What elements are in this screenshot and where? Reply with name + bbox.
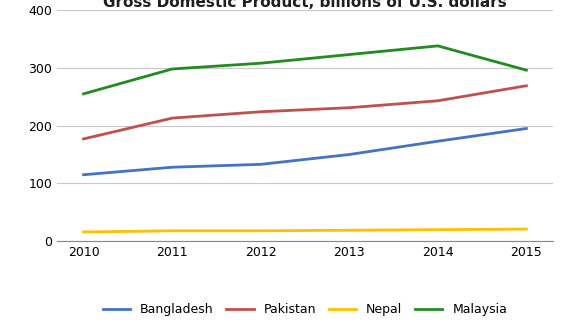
Legend: Bangladesh, Pakistan, Nepal, Malaysia: Bangladesh, Pakistan, Nepal, Malaysia xyxy=(97,298,512,321)
Bangladesh xyxy=(434,139,441,143)
Bangladesh xyxy=(346,152,353,156)
Malaysia xyxy=(346,53,353,57)
Line: Pakistan: Pakistan xyxy=(84,86,526,139)
Malaysia xyxy=(257,61,264,65)
Malaysia xyxy=(169,67,176,71)
Bangladesh xyxy=(523,127,530,131)
Line: Bangladesh: Bangladesh xyxy=(84,129,526,175)
Nepal xyxy=(169,229,176,233)
Bangladesh xyxy=(169,165,176,169)
Line: Malaysia: Malaysia xyxy=(84,46,526,94)
Nepal xyxy=(346,228,353,232)
Nepal xyxy=(434,228,441,232)
Nepal xyxy=(80,230,87,234)
Pakistan xyxy=(80,137,87,141)
Malaysia xyxy=(80,92,87,96)
Pakistan xyxy=(434,99,441,103)
Text: Gross Domestic Product, billions of U.S. dollars: Gross Domestic Product, billions of U.S.… xyxy=(103,0,507,10)
Pakistan xyxy=(257,110,264,114)
Malaysia xyxy=(434,44,441,48)
Line: Nepal: Nepal xyxy=(84,229,526,232)
Malaysia xyxy=(523,68,530,72)
Pakistan xyxy=(346,106,353,110)
Nepal xyxy=(523,227,530,231)
Pakistan xyxy=(169,116,176,120)
Bangladesh xyxy=(257,162,264,166)
Bangladesh xyxy=(80,173,87,177)
Nepal xyxy=(257,229,264,233)
Pakistan xyxy=(523,84,530,88)
